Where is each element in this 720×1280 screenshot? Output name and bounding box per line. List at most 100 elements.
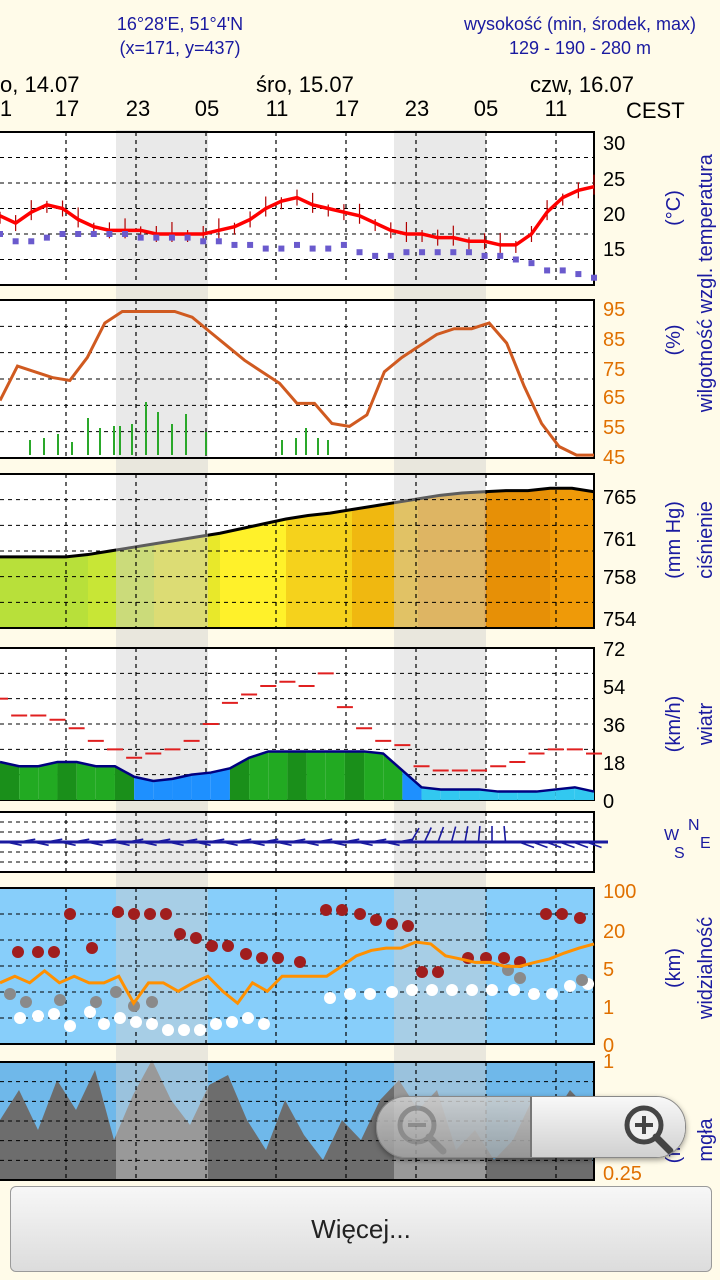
dewpoint-marker [168,234,175,241]
dewpoint-marker [200,238,207,245]
axis-tick-label: 65 [603,387,625,409]
compass-letter: E [700,835,711,852]
low-cloud-dot [564,980,576,992]
low-cloud-dot [84,1006,96,1018]
wind-speed-fill [191,772,211,800]
hour-label: 11 [265,96,289,121]
hour-label: 23 [125,96,151,121]
zoom-out-button[interactable] [377,1097,531,1157]
more-button[interactable]: Więcej... [10,1186,712,1272]
wind-direction-arrow [181,838,198,843]
cloud-cover-dot [498,952,510,964]
low-cloud-dot [32,1010,44,1022]
axis-tick-label: 100 [603,881,636,903]
wind-direction-arrow [262,838,279,843]
wind-direction-arrow [154,838,171,843]
dewpoint-marker [262,245,269,252]
pressure-fill-segment [132,543,154,628]
zoom-in-button[interactable] [532,1097,685,1157]
cloud-cover-dot [556,908,568,920]
wind-direction-arrow [437,826,445,843]
dewpoint-marker [278,245,285,252]
panel-unit: (km) [663,948,685,988]
temperature-line [0,184,595,247]
axis-tick-label: 85 [603,329,625,351]
dewpoint-marker [387,252,394,259]
panel-unit: (°C) [663,190,685,226]
axis-tick-label: 25 [603,169,625,191]
pressure-fill-segment [242,523,264,628]
cloud-cover-dot [32,946,44,958]
cloud-cover-dot [370,914,382,926]
wind-direction-arrow [410,827,420,843]
pressure-fill-segment [22,556,44,628]
low-cloud-dot [364,988,376,1000]
pressure-fill-segment [66,554,88,628]
mid-cloud-dot [576,974,588,986]
low-cloud-dot [210,1018,222,1030]
axis-tick-label: 75 [603,359,625,381]
dewpoint-marker [512,256,519,263]
cloud-cover-dot [222,940,234,952]
wind-direction-arrow [59,841,76,847]
zoom-separator [530,1097,532,1157]
zoom-in-icon [624,1105,674,1155]
axis-tick-label: 0 [603,1035,614,1057]
wind-speed-fill [76,762,96,800]
pressure-fill-segment [264,519,286,628]
wind-direction-arrow [343,838,360,843]
dewpoint-marker [28,238,35,245]
wind-direction-arrow [586,841,602,849]
pressure-fill-segment [572,488,594,628]
elevation: wysokość (min, środek, max) 129 - 190 - … [440,12,720,60]
more-button-label: Więcej... [311,1213,411,1244]
mid-cloud-dot [90,996,102,1008]
pressure-fill-segment [506,490,528,628]
wind-direction-arrow [5,841,22,847]
wind-speed-fill [402,770,422,800]
dewpoint-marker [106,231,113,237]
wind-direction-arrow [503,825,507,843]
wind-direction-arrow [86,841,103,847]
low-cloud-dot [508,984,520,996]
wind-direction-arrow [532,841,548,849]
coordinates: 16°28'E, 51°4'N (x=171, y=437) [100,12,260,60]
wind-speed-fill [421,787,441,800]
low-cloud-dot [406,984,418,996]
dewpoint-marker [325,245,332,252]
dewpoint-marker [0,231,3,237]
wind-speed-fill [153,778,173,800]
cloud-cover-dot [144,908,156,920]
wind-direction-arrow [127,838,144,843]
axis-tick-label: 1 [603,997,614,1019]
wind-direction-arrow [46,838,63,843]
wind-direction-arrow [559,841,575,849]
axis-tick-label: 0.25 [603,1163,642,1185]
wind-direction-arrow [545,841,562,849]
low-cloud-dot [528,988,540,1000]
wind-direction-arrow [167,841,184,847]
pressure-fill-segment [88,551,110,628]
night-band [116,130,208,1180]
hour-label: 23 [404,96,430,121]
wind-speed-fill [229,757,250,800]
panel-unit: (%) [663,324,685,355]
dewpoint-marker [309,245,316,252]
dewpoint-marker [591,274,597,281]
mid-cloud-dot [4,988,16,1000]
panel-frame [0,131,595,286]
pressure-fill-segment [176,536,198,628]
dewpoint-marker [450,249,457,256]
cloud-cover-dot [294,956,306,968]
wind-direction-arrow [518,841,535,849]
dewpoint-marker [215,238,222,245]
dewpoint-marker [184,234,191,241]
pressure-fill-segment [396,498,418,628]
wind-speed-fill [19,766,39,800]
low-cloud-dot [98,1018,110,1030]
axis-tick-label: 5 [603,959,614,981]
pressure-fill-segment [440,492,462,628]
humidity-line [0,309,594,457]
wind-direction-arrow [316,838,333,843]
wind-speed-fill [287,751,307,800]
